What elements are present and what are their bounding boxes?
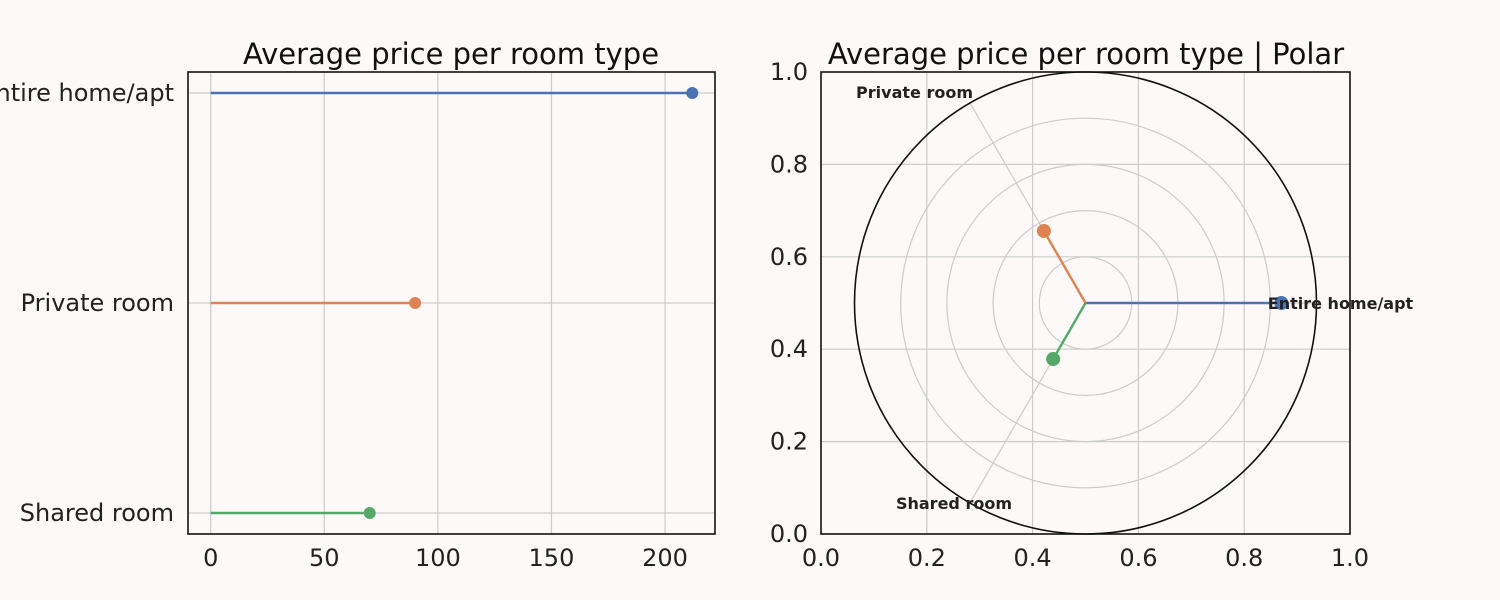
left-x-tick-label: 150 <box>529 544 575 572</box>
polar-category-label: Shared room <box>896 494 1012 513</box>
left-x-ticks: 0 50 100 150 200 <box>203 544 688 572</box>
right-x-tick-label: 0.2 <box>908 544 946 572</box>
left-x-tick-label: 50 <box>309 544 340 572</box>
lollipop-dot <box>686 87 699 99</box>
left-category-labels: Entire home/apt Private room Shared room <box>0 79 174 527</box>
polar-category-label: Private room <box>856 83 973 102</box>
left-x-tick-label: 200 <box>642 544 688 572</box>
left-plot-frame <box>187 71 716 535</box>
right-y-tick-label: 0.8 <box>770 150 808 178</box>
right-marks <box>1036 223 1289 367</box>
right-y-tick-label: 1.0 <box>770 58 808 86</box>
left-category-label: Shared room <box>20 499 174 527</box>
lollipop-chart: Average price per room type 0 50 100 150 200… <box>0 37 716 572</box>
lollipop-dot <box>363 507 376 519</box>
polar-stem <box>1042 230 1087 304</box>
polar-dot <box>1036 223 1051 238</box>
left-category-label: Private room <box>21 289 174 317</box>
left-x-tick-label: 0 <box>203 544 218 572</box>
polar-category-label: Entire home/apt <box>1268 294 1414 313</box>
polar-dot <box>1046 352 1061 367</box>
right-y-tick-label: 0.6 <box>770 243 808 271</box>
right-plot-frame <box>820 71 1351 535</box>
right-x-tick-label: 0.8 <box>1225 544 1263 572</box>
polar-chart: Average price per room type | Polar Enti… <box>770 37 1414 572</box>
right-x-tick-label: 0.4 <box>1014 544 1052 572</box>
right-x-tick-label: 0.0 <box>802 544 840 572</box>
right-x-tick-label: 0.6 <box>1119 544 1157 572</box>
right-y-ticks: 0.0 0.2 0.4 0.6 0.8 1.0 <box>770 58 808 548</box>
left-x-tick-label: 100 <box>415 544 461 572</box>
right-y-tick-label: 0.2 <box>770 428 808 456</box>
lollipop-dot <box>409 297 422 309</box>
right-y-tick-label: 0.4 <box>770 335 808 363</box>
left-category-label: Entire home/apt <box>0 79 174 107</box>
left-marks <box>210 87 699 519</box>
polar-stem <box>1052 302 1087 360</box>
polar-dot <box>1274 296 1289 310</box>
right-y-tick-label: 0.0 <box>770 520 808 548</box>
right-x-ticks: 0.0 0.2 0.4 0.6 0.8 1.0 <box>802 544 1369 572</box>
right-chart-title: Average price per room type | Polar <box>828 37 1344 71</box>
polar-category-labels: Entire home/apt Private room Shared room <box>856 83 1414 513</box>
right-x-tick-label: 1.0 <box>1331 544 1369 572</box>
left-chart-title: Average price per room type <box>243 37 659 71</box>
